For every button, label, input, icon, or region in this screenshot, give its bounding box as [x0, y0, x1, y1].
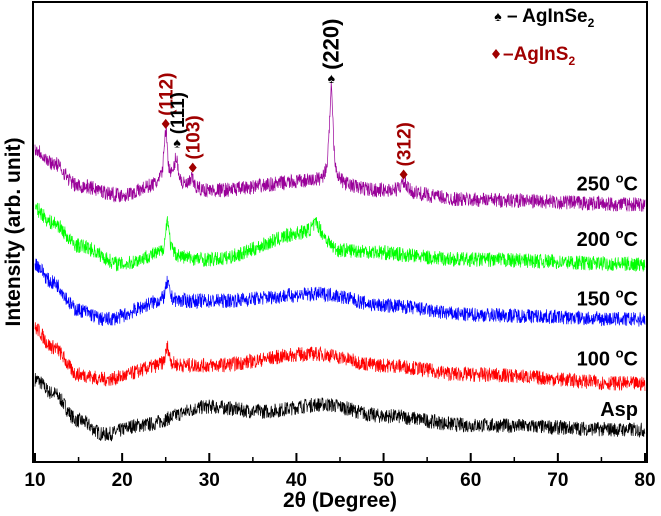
peak-annotations: (112)♠(111)(103)♠(220)(312) [157, 19, 416, 180]
legend-entry: –AgInS2 [503, 44, 575, 68]
legend: ♠ – AgInSe2 –AgInS2 [492, 6, 595, 68]
series-label: Asp [600, 399, 638, 421]
y-axis-label: Intensity (arb. unit) [2, 138, 25, 327]
series-line-asp [34, 372, 646, 442]
diamond-marker-icon [188, 162, 197, 173]
x-tick-label: 40 [286, 470, 307, 491]
series-line-250-c [34, 82, 646, 212]
series-label: 250 oC [577, 171, 638, 196]
series-labels: 250 oC 200 oC 150 oC 100 oC Asp [577, 171, 638, 421]
series-line-200-c [34, 202, 646, 272]
x-axis-label: 2θ (Degree) [283, 489, 397, 512]
series-label: 200 oC [577, 226, 638, 251]
peak-label: (312) [395, 122, 416, 166]
peak-label: (220) [318, 19, 343, 70]
diamond-marker-icon [399, 169, 408, 180]
peak-label: (112) [157, 73, 178, 116]
x-tick-label: 60 [460, 470, 481, 491]
diamond-marker-icon [161, 118, 170, 129]
series-line-150-c [34, 258, 646, 327]
series-line-100-c [34, 322, 646, 392]
x-tick-label: 30 [199, 470, 220, 491]
diamond-marker-icon [492, 49, 500, 59]
x-tick-label: 20 [112, 470, 133, 491]
series-label: 150 oC [577, 286, 638, 311]
spade-marker-icon: ♠ [173, 134, 181, 150]
spade-marker-icon: ♠ [494, 8, 502, 24]
series-curves [34, 82, 646, 442]
peak-label: (103) [184, 115, 205, 159]
x-axis-ticks: 10 20 30 40 50 60 70 80 [24, 453, 656, 491]
x-tick-label: 70 [547, 470, 568, 491]
spade-marker-icon: ♠ [328, 70, 336, 86]
peak-label: (111) [168, 92, 189, 134]
series-label: 100 oC [577, 345, 638, 370]
x-tick-label: 50 [373, 470, 394, 491]
x-tick-label: 80 [634, 470, 655, 491]
legend-entry: – AgInSe2 [507, 6, 595, 30]
plot-frame [32, 1, 648, 463]
x-tick-label: 10 [24, 470, 45, 491]
